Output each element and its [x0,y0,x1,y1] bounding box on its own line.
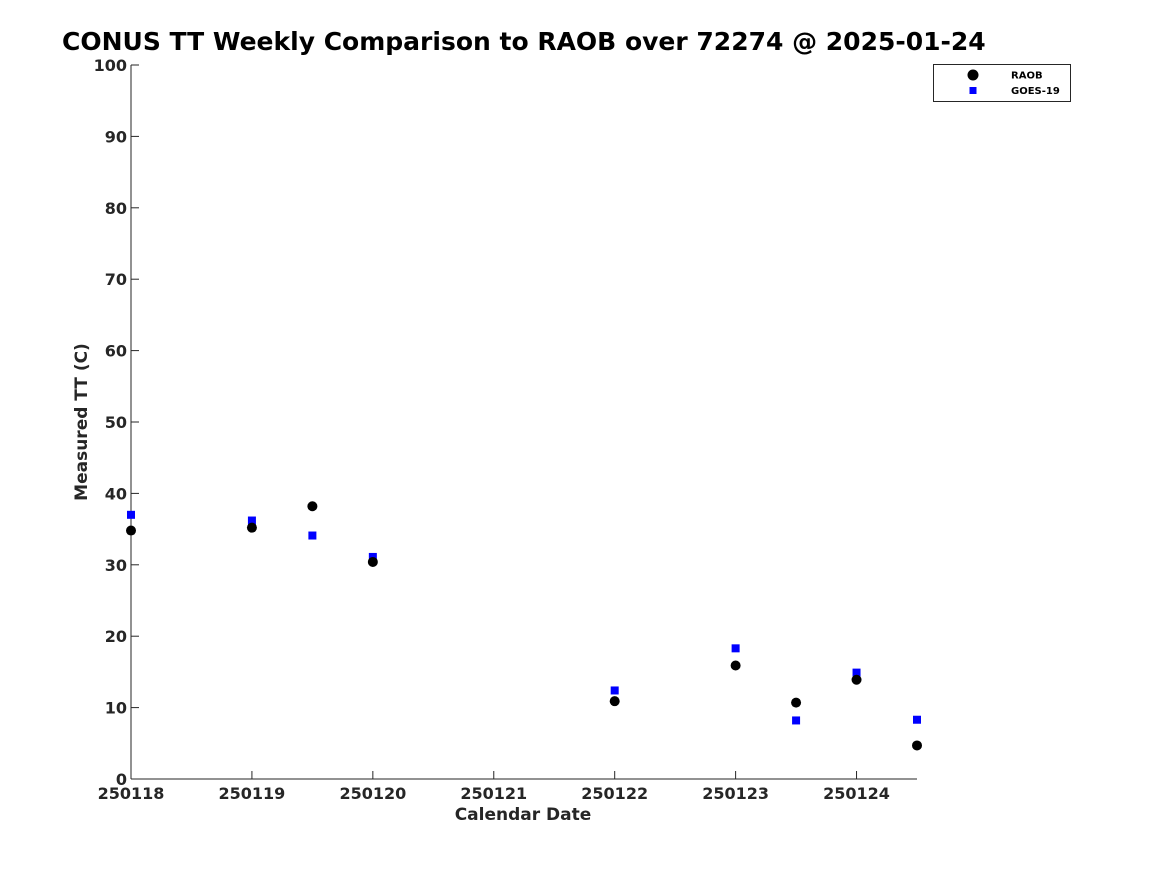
goes-19-point [247,516,256,525]
tick-marks: 0 10 20 30 40 50 60 70 80 90 100 250118 250119 250120… [94,56,890,803]
legend-marker-goes-19 [969,87,977,94]
y-tick-label: 60 [105,342,127,361]
legend-entry: GOES-19 [1011,86,1060,97]
y-axis-label: Measured TT (C) [72,343,92,501]
raob-point [246,522,257,533]
x-tick-label: 250118 [98,784,165,803]
raob-point [730,660,741,671]
y-tick-label: 10 [105,699,127,718]
legend-entry: RAOB [1011,71,1043,82]
x-tick-label: 250121 [460,784,527,803]
x-tick-label: 250124 [823,784,890,803]
axes [130,65,917,780]
x-tick-label: 250123 [702,784,769,803]
x-tick-label: 250119 [219,784,286,803]
goes-19-point [852,668,861,677]
goes-19-point [127,510,135,519]
y-tick-label: 90 [105,127,127,146]
x-axis-label: Calendar Date [455,805,592,825]
legend-box [933,64,1071,102]
legend: RAOB GOES-19 [933,64,1071,102]
raob-point [367,556,378,567]
goes-19-point [792,716,801,725]
raob-point [851,674,862,685]
chart-title: CONUS TT Weekly Comparison to RAOB over … [62,27,986,56]
goes-19-point [731,644,740,653]
raob-point [791,697,802,708]
y-tick-label: 20 [105,627,127,646]
goes-19-point [913,715,921,724]
raob-point [126,525,136,536]
raob-point [912,740,922,751]
y-tick-label: 80 [105,199,127,218]
data-marks [126,501,922,751]
goes-19-point [610,686,619,695]
y-tick-label: 0 [116,770,127,789]
x-tick-label: 250122 [581,784,648,803]
y-tick-label: 70 [105,270,127,289]
y-tick-label: 40 [105,484,127,503]
raob-point [609,696,620,707]
x-tick-label: 250120 [339,784,406,803]
y-tick-label: 30 [105,556,127,575]
y-tick-label: 50 [105,413,127,432]
raob-point [307,501,318,512]
goes-19-point [308,531,317,540]
y-tick-label: 100 [94,56,127,75]
legend-marker-raob [967,69,979,81]
